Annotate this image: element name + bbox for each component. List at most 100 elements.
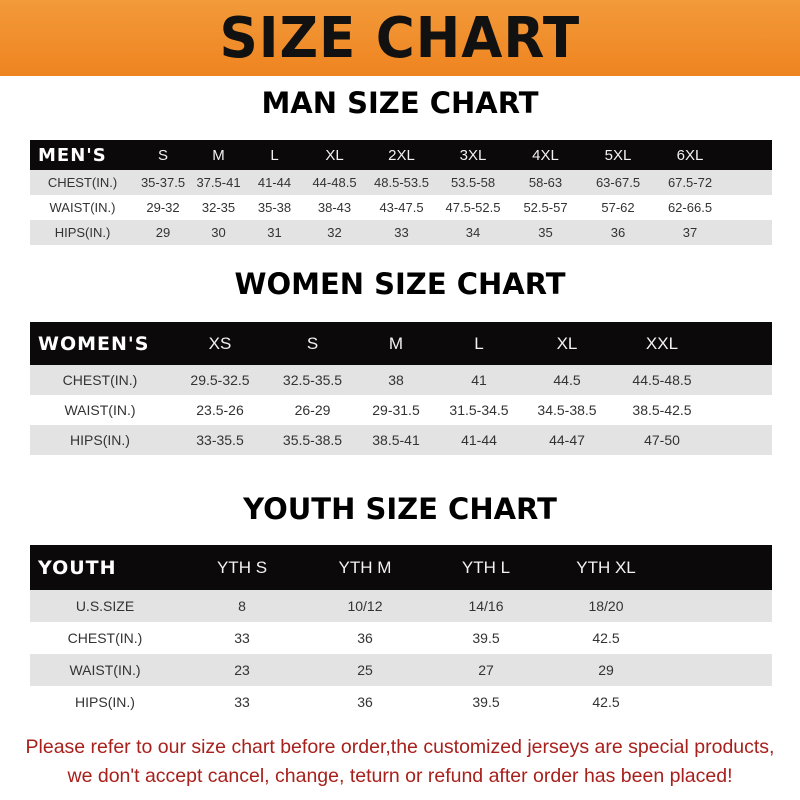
measurement-cell: 35.5-38.5 — [270, 425, 355, 455]
row-label: WAIST(IN.) — [30, 195, 135, 220]
measurement-cell: 53.5-58 — [437, 170, 509, 195]
women-section-title: WOMEN SIZE CHART — [234, 267, 566, 301]
measurement-cell: 37.5-41 — [191, 170, 246, 195]
measurement-cell: 33-35.5 — [170, 425, 270, 455]
measurement-cell: 44-48.5 — [303, 170, 366, 195]
row-label: HIPS(IN.) — [30, 220, 135, 245]
men-size-table: MEN'S S M L XL 2XL 3XL 4XL 5XL 6XL CHEST(IN.) 35-37… — [30, 140, 772, 245]
empty-cell — [726, 170, 772, 195]
header-row: WOMEN'S XS S M L XL XXL — [30, 322, 772, 365]
measurement-cell: 10/12 — [304, 590, 426, 622]
measurement-cell: 41-44 — [437, 425, 521, 455]
measurement-cell: 35 — [509, 220, 582, 245]
size-header-cell: L — [246, 140, 303, 170]
empty-cell — [726, 220, 772, 245]
size-header-cell: 4XL — [509, 140, 582, 170]
table-row: HIPS(IN.) 29 30 31 32 33 34 35 36 37 — [30, 220, 772, 245]
measurement-cell: 29 — [546, 654, 666, 686]
measurement-cell: 39.5 — [426, 686, 546, 718]
measurement-cell: 52.5-57 — [509, 195, 582, 220]
size-header-cell: S — [270, 322, 355, 365]
measurement-cell: 34.5-38.5 — [521, 395, 613, 425]
row-label: CHEST(IN.) — [30, 622, 180, 654]
women-size-table: WOMEN'S XS S M L XL XXL CHEST(IN.) 29.5-32.5 32.5… — [30, 322, 772, 455]
empty-cell — [666, 545, 772, 590]
size-header-cell: M — [355, 322, 437, 365]
measurement-cell: 38.5-41 — [355, 425, 437, 455]
empty-cell — [666, 654, 772, 686]
measurement-cell: 48.5-53.5 — [366, 170, 437, 195]
empty-cell — [666, 622, 772, 654]
table-row: WAIST(IN.) 23.5-26 26-29 29-31.5 31.5-34.5 34… — [30, 395, 772, 425]
measurement-cell: 36 — [304, 686, 426, 718]
size-header-cell: XL — [303, 140, 366, 170]
row-label: WAIST(IN.) — [30, 654, 180, 686]
measurement-cell: 41-44 — [246, 170, 303, 195]
size-header-cell: XS — [170, 322, 270, 365]
measurement-cell: 29 — [135, 220, 191, 245]
empty-cell — [711, 425, 772, 455]
row-label: HIPS(IN.) — [30, 425, 170, 455]
measurement-cell: 44.5-48.5 — [613, 365, 711, 395]
empty-cell — [666, 590, 772, 622]
row-label: CHEST(IN.) — [30, 365, 170, 395]
measurement-cell: 62-66.5 — [654, 195, 726, 220]
size-header-cell: YTH L — [426, 545, 546, 590]
notice-line-2: we don't accept cancel, change, teturn o… — [67, 765, 733, 787]
measurement-cell: 39.5 — [426, 622, 546, 654]
measurement-cell: 23 — [180, 654, 304, 686]
measurement-cell: 14/16 — [426, 590, 546, 622]
men-section-title: MAN SIZE CHART — [261, 86, 539, 120]
measurement-cell: 33 — [366, 220, 437, 245]
row-label: HIPS(IN.) — [30, 686, 180, 718]
empty-cell — [711, 365, 772, 395]
size-header-cell: YTH XL — [546, 545, 666, 590]
table-row: CHEST(IN.) 33 36 39.5 42.5 — [30, 622, 772, 654]
measurement-cell: 23.5-26 — [170, 395, 270, 425]
measurement-cell: 32 — [303, 220, 366, 245]
measurement-cell: 29-31.5 — [355, 395, 437, 425]
measurement-cell: 33 — [180, 686, 304, 718]
measurement-cell: 47-50 — [613, 425, 711, 455]
measurement-cell: 41 — [437, 365, 521, 395]
empty-cell — [666, 686, 772, 718]
measurement-cell: 25 — [304, 654, 426, 686]
measurement-cell: 26-29 — [270, 395, 355, 425]
size-header-cell: 6XL — [654, 140, 726, 170]
measurement-cell: 29-32 — [135, 195, 191, 220]
header-row: MEN'S S M L XL 2XL 3XL 4XL 5XL 6XL — [30, 140, 772, 170]
measurement-cell: 38.5-42.5 — [613, 395, 711, 425]
size-header-cell: L — [437, 322, 521, 365]
measurement-cell: 42.5 — [546, 622, 666, 654]
measurement-cell: 43-47.5 — [366, 195, 437, 220]
measurement-cell: 33 — [180, 622, 304, 654]
size-header-cell: 3XL — [437, 140, 509, 170]
row-label: WAIST(IN.) — [30, 395, 170, 425]
measurement-cell: 27 — [426, 654, 546, 686]
table-row: CHEST(IN.) 35-37.5 37.5-41 41-44 44-48.5 48.5… — [30, 170, 772, 195]
size-header-cell: 5XL — [582, 140, 654, 170]
banner-title: SIZE CHART — [219, 5, 581, 71]
table-row: U.S.SIZE 8 10/12 14/16 18/20 — [30, 590, 772, 622]
measurement-cell: 38 — [355, 365, 437, 395]
measurement-cell: 37 — [654, 220, 726, 245]
measurement-cell: 32-35 — [191, 195, 246, 220]
table-row: HIPS(IN.) 33-35.5 35.5-38.5 38.5-41 41-44 44-… — [30, 425, 772, 455]
measurement-cell: 67.5-72 — [654, 170, 726, 195]
table-row: WAIST(IN.) 29-32 32-35 35-38 38-43 43-47.5 47.… — [30, 195, 772, 220]
size-header-cell: XXL — [613, 322, 711, 365]
youth-section-title: YOUTH SIZE CHART — [243, 492, 557, 526]
empty-cell — [726, 140, 772, 170]
table-corner-label: MEN'S — [30, 140, 135, 170]
measurement-cell: 38-43 — [303, 195, 366, 220]
table-corner-label: WOMEN'S — [30, 322, 170, 365]
size-header-cell: S — [135, 140, 191, 170]
size-header-cell: YTH M — [304, 545, 426, 590]
measurement-cell: 30 — [191, 220, 246, 245]
measurement-cell: 57-62 — [582, 195, 654, 220]
measurement-cell: 58-63 — [509, 170, 582, 195]
youth-size-table: YOUTH YTH S YTH M YTH L YTH XL U.S.SIZE 8 10/12… — [30, 545, 772, 718]
empty-cell — [726, 195, 772, 220]
table-row: CHEST(IN.) 29.5-32.5 32.5-35.5 38 41 44.5 44.5… — [30, 365, 772, 395]
size-header-cell: 2XL — [366, 140, 437, 170]
